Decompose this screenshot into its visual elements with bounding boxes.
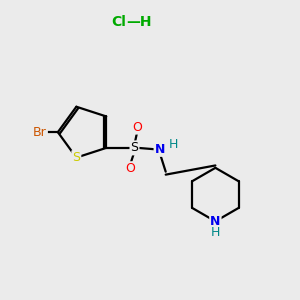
Text: N: N [154, 143, 165, 156]
Text: O: O [133, 121, 142, 134]
Text: H: H [168, 137, 178, 151]
Text: —H: —H [126, 15, 152, 29]
Text: S: S [72, 151, 80, 164]
Text: S: S [130, 141, 139, 154]
Text: O: O [125, 162, 135, 175]
Text: Br: Br [33, 126, 47, 139]
Text: N: N [210, 215, 220, 228]
Text: H: H [211, 226, 220, 239]
Text: Cl: Cl [111, 15, 126, 29]
